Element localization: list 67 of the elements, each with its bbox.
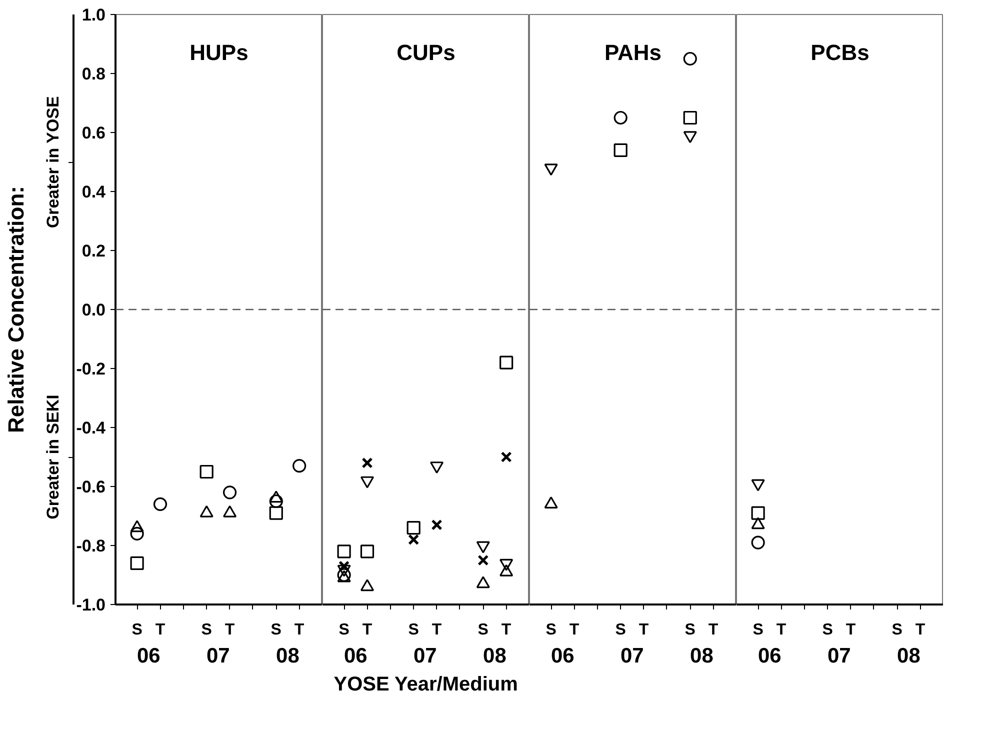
x-tick-label: T [294,622,304,638]
text: 07 [206,644,230,668]
x-tick-label: S [132,622,143,638]
x-tick-label: S [478,622,489,638]
text: 08 [276,644,300,668]
y-axis-title: Relative Concentration: [4,186,28,433]
text: CUPs [396,40,456,65]
point [683,110,697,125]
text: 08 [897,644,921,668]
y-tick-label: 0.4 [82,182,106,202]
text: HUPs [190,40,248,65]
point [269,490,283,503]
point [130,556,144,570]
text: Greater in SEKI [44,394,62,520]
point [614,143,628,157]
point [614,110,628,125]
x-tick-label: T [915,622,926,638]
x-tick-label: T [362,622,372,638]
x-tick-label: S [270,622,282,638]
point [269,506,283,520]
x-tick-label: S [892,622,903,638]
text: 07 [414,644,437,668]
y-tick-label: -1.0 [76,596,106,614]
x-tick-label: T [708,622,718,638]
x-tick-label: T [224,622,235,638]
x-tick-label: T [155,622,166,638]
point [683,52,697,66]
y-tick-label: 0.8 [82,64,106,84]
x-tick-label: S [615,622,626,638]
y-tick-label: 0.2 [82,242,106,260]
y-tick-label: -0.6 [76,478,106,496]
x-tick-label: T [432,622,442,638]
text: Greater in YOSE [44,96,62,228]
y-tick-label: -0.4 [76,418,106,438]
text: 08 [690,644,714,668]
x-tick-label: S [338,622,350,638]
x-tick-label: S [201,622,212,638]
text: 07 [620,644,644,668]
text: 07 [828,644,851,668]
text: 06 [344,644,368,668]
y-tick-label: 0.0 [82,300,106,320]
x-tick-label: S [752,622,764,638]
y-tick-label: 1.0 [82,6,106,24]
text: PCBs [810,40,870,65]
x-tick-label: T [846,622,856,638]
text: 06 [758,644,782,668]
y-tick-label: -0.2 [76,360,106,378]
text: 06 [550,644,574,668]
point [200,505,214,518]
text: 06 [136,644,160,668]
x-tick-label: T [776,622,786,638]
point [200,464,214,479]
x-tick-label: S [546,622,557,638]
x-axis-title: YOSE Year/Medium [334,674,518,696]
x-tick-label: S [684,622,696,638]
x-tick-label: S [408,622,420,638]
text: PAHs [604,40,662,65]
text: 08 [483,644,507,668]
point [130,526,144,540]
y-tick-label: -0.8 [76,536,106,556]
x-tick-label: S [822,622,834,638]
x-tick-label: T [501,622,512,638]
point [130,520,144,532]
point [544,496,558,508]
x-tick-label: T [569,622,580,638]
x-tick-label: T [638,622,649,638]
y-tick-label: 0.6 [82,124,106,142]
